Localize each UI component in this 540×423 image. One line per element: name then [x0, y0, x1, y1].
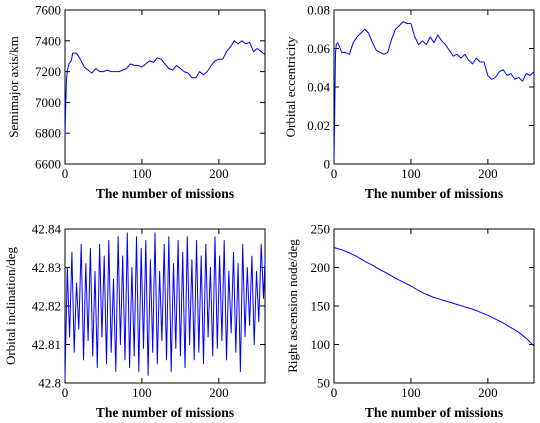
- x-tick-label: 200: [209, 385, 229, 400]
- y-tick-label: 100: [311, 337, 331, 352]
- y-tick-label: 0.02: [307, 118, 330, 133]
- right-ascension-line: [333, 247, 535, 347]
- y-tick-label: 7000: [35, 95, 61, 110]
- y-tick-label: 42.81: [32, 337, 61, 352]
- inclination-line: [64, 232, 266, 380]
- axis-ticks: 0 100 200 50 100 150 200 250: [311, 222, 534, 400]
- plot-frame: [64, 9, 266, 165]
- y-tick-label: 50: [317, 376, 330, 391]
- eccentricity-line: [333, 21, 535, 161]
- y-axis-label: Semimajor axis/km: [6, 36, 21, 137]
- y-tick-label: 0: [324, 157, 331, 172]
- x-tick-label: 100: [401, 385, 421, 400]
- y-axis-label: Orbital eccentricity: [283, 36, 298, 137]
- panel-right-ascension: 0 100 200 50 100 150 200 250 The number of miss…: [285, 222, 535, 420]
- x-axis-label: The number of missions: [365, 186, 503, 201]
- x-tick-label: 100: [401, 166, 421, 181]
- x-tick-label: 200: [478, 385, 498, 400]
- panel-eccentricity: 0 100 200 0 0.02 0.04 0.06 0.08 The number of m…: [283, 3, 535, 201]
- y-tick-label: 7600: [35, 3, 61, 18]
- y-tick-label: 42.84: [32, 222, 62, 237]
- x-axis-label: The number of missions: [96, 186, 234, 201]
- plot-frame: [333, 228, 535, 384]
- panel-inclination: 0 100 200 42.8 42.81 42.82 42.83 42.84 The numb…: [3, 222, 266, 420]
- y-tick-label: 0.04: [307, 80, 330, 95]
- x-tick-label: 0: [62, 385, 69, 400]
- y-axis-label: Orbital inclination/deg: [3, 246, 18, 365]
- x-tick-label: 100: [132, 166, 152, 181]
- y-tick-label: 7400: [35, 33, 61, 48]
- x-tick-label: 0: [62, 166, 69, 181]
- axis-ticks: 0 100 200 6600 6800 7000 7200 7400 7600: [35, 3, 265, 181]
- x-axis-label: The number of missions: [96, 405, 234, 420]
- x-tick-label: 0: [331, 166, 338, 181]
- semimajor-axis-line: [64, 40, 266, 135]
- y-tick-label: 42.83: [32, 260, 61, 275]
- x-tick-label: 0: [331, 385, 338, 400]
- x-axis-label: The number of missions: [365, 405, 503, 420]
- y-tick-label: 42.82: [32, 299, 61, 314]
- y-tick-label: 42.8: [38, 376, 61, 391]
- y-tick-label: 0.08: [307, 3, 330, 18]
- panel-semimajor-axis: 0 100 200 6600 6800 7000 7200 7400 7600 The numb…: [6, 3, 266, 201]
- axis-ticks: 0 100 200 0 0.02 0.04 0.06 0.08: [307, 3, 534, 181]
- y-tick-label: 7200: [35, 64, 61, 79]
- y-tick-label: 6600: [35, 157, 61, 172]
- y-tick-label: 6800: [35, 126, 61, 141]
- y-tick-label: 250: [311, 222, 331, 237]
- y-axis-label: Right ascension node/deg: [285, 239, 300, 373]
- plot-frame: [333, 9, 535, 165]
- y-tick-label: 0.06: [307, 41, 330, 56]
- x-tick-label: 200: [209, 166, 229, 181]
- y-tick-label: 200: [311, 260, 331, 275]
- x-tick-label: 200: [478, 166, 498, 181]
- y-tick-label: 150: [311, 299, 331, 314]
- x-tick-label: 100: [132, 385, 152, 400]
- axis-ticks: 0 100 200 42.8 42.81 42.82 42.83 42.84: [32, 222, 265, 400]
